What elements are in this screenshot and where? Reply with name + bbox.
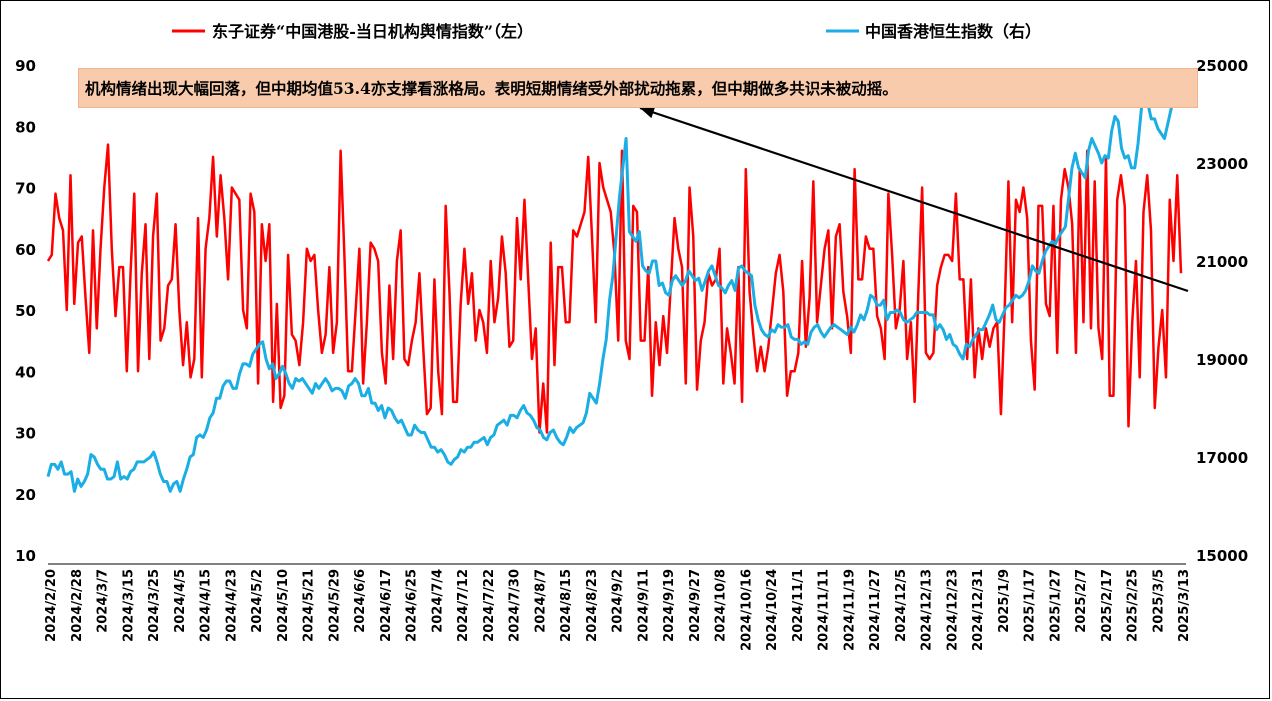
x-axis-tick-label: 2024/9/27: [688, 569, 703, 642]
legend-left-label: 东子证券“中国港股-当日机构舆情指数”（左）: [212, 22, 533, 41]
x-axis-tick-label: 2025/3/13: [1177, 569, 1192, 642]
left-axis-tick-label: 60: [15, 241, 36, 259]
x-axis-tick-label: 2025/1/17: [1023, 569, 1038, 642]
left-axis-tick-label: 90: [15, 57, 36, 75]
x-axis-tick-label: 2024/10/8: [714, 569, 729, 642]
x-axis-tick-label: 2024/6/17: [379, 569, 394, 642]
annotation-arrow: [639, 106, 1189, 293]
x-axis-tick-label: 2024/3/25: [147, 569, 162, 642]
x-axis-tick-label: 2024/7/30: [508, 569, 523, 642]
x-axis-tick-label: 2024/11/11: [817, 569, 832, 651]
x-axis-tick-label: 2024/2/20: [44, 569, 59, 642]
x-axis-tick-label: 2024/4/15: [199, 569, 214, 642]
right-axis-tick-label: 25000: [1196, 57, 1248, 75]
left-axis-tick-label: 70: [15, 180, 36, 198]
right-axis-tick-label: 17000: [1196, 449, 1248, 467]
x-axis-tick-label: 2024/8/23: [585, 569, 600, 642]
x-axis-tick-label: 2024/8/7: [533, 569, 548, 633]
right-axis-tick-label: 21000: [1196, 253, 1248, 271]
x-axis-tick-label: 2024/9/19: [662, 569, 677, 642]
x-axis-tick-label: 2024/12/5: [894, 569, 909, 642]
sentiment-index-line: [46, 143, 1183, 434]
x-axis-tick-label: 2025/2/7: [1074, 569, 1089, 633]
x-axis-tick-label: 2025/2/17: [1100, 569, 1115, 642]
x-axis-tick-label: 2024/12/31: [971, 569, 986, 651]
x-axis-tick-label: 2024/4/23: [224, 569, 239, 642]
x-axis-tick-label: 2024/5/29: [327, 569, 342, 642]
x-axis-tick-label: 2025/1/27: [1048, 569, 1063, 642]
left-axis-tick-label: 10: [15, 547, 36, 565]
x-axis-tick-label: 2024/10/24: [765, 569, 780, 651]
legend: 东子证券“中国港股-当日机构舆情指数”（左） 中国香港恒生指数（右）: [172, 22, 1041, 41]
x-axis-tick-label: 2024/3/15: [121, 569, 136, 642]
series-layer: [46, 73, 1183, 493]
left-axis-tick-label: 50: [15, 302, 36, 320]
annotation-arrow-head: [640, 106, 656, 119]
x-axis-tick-label: 2024/9/11: [636, 569, 651, 642]
left-axis-tick-label: 80: [15, 118, 36, 136]
x-axis-tick-label: 2024/11/1: [791, 569, 806, 642]
annotation-box: 机构情绪出现大幅回落，但中期均值53.4亦支撑看涨格局。表明短期情绪受外部扰动拖…: [78, 68, 1198, 108]
left-axis-tick-label: 30: [15, 425, 36, 443]
hang-seng-index-line: [46, 73, 1181, 493]
right-axis-tick-label: 23000: [1196, 155, 1248, 173]
x-axis-tick-label: 2024/5/10: [276, 569, 291, 642]
left-axis-tick-label: 40: [15, 363, 36, 381]
x-axis-tick-label: 2024/9/2: [611, 569, 626, 633]
x-axis-tick-label: 2024/11/19: [842, 569, 857, 651]
x-axis-tick-label: 2024/11/27: [868, 569, 883, 651]
axes-layer: 10 20 30 40 50 60 70 80 90 15000 17000 19000 21000 23…: [15, 57, 1248, 651]
x-axis-tick-label: 2024/12/23: [945, 569, 960, 651]
x-axis-tick-label: 2024/5/21: [302, 569, 317, 642]
x-axis-tick-label: 2024/3/7: [96, 569, 111, 633]
x-axis-tick-label: 2025/3/5: [1151, 569, 1166, 633]
right-axis-tick-label: 15000: [1196, 547, 1248, 565]
x-axis-tick-label: 2024/7/4: [430, 569, 445, 633]
x-axis-tick-label: 2024/10/16: [739, 569, 754, 651]
x-axis-tick-label: 2024/6/25: [405, 569, 420, 642]
x-axis-tick-label: 2025/1/9: [997, 569, 1012, 633]
x-axis-tick-label: 2024/8/15: [559, 569, 574, 642]
x-axis-tick-label: 2024/12/13: [920, 569, 935, 651]
left-axis-tick-label: 20: [15, 486, 36, 504]
x-axis-tick-label: 2024/6/6: [353, 569, 368, 633]
x-axis-tick-label: 2024/5/2: [250, 569, 265, 633]
x-axis-tick-label: 2024/7/22: [482, 569, 497, 642]
x-axis-tick-label: 2025/2/25: [1126, 569, 1141, 642]
x-axis-tick-label: 2024/7/12: [456, 569, 471, 642]
x-axis-tick-label: 2024/2/28: [70, 569, 85, 642]
legend-right-label: 中国香港恒生指数（右）: [865, 22, 1041, 41]
right-axis-tick-label: 19000: [1196, 351, 1248, 369]
annotation-arrow-shaft: [639, 106, 1189, 293]
x-axis-tick-label: 2024/4/5: [173, 569, 188, 633]
